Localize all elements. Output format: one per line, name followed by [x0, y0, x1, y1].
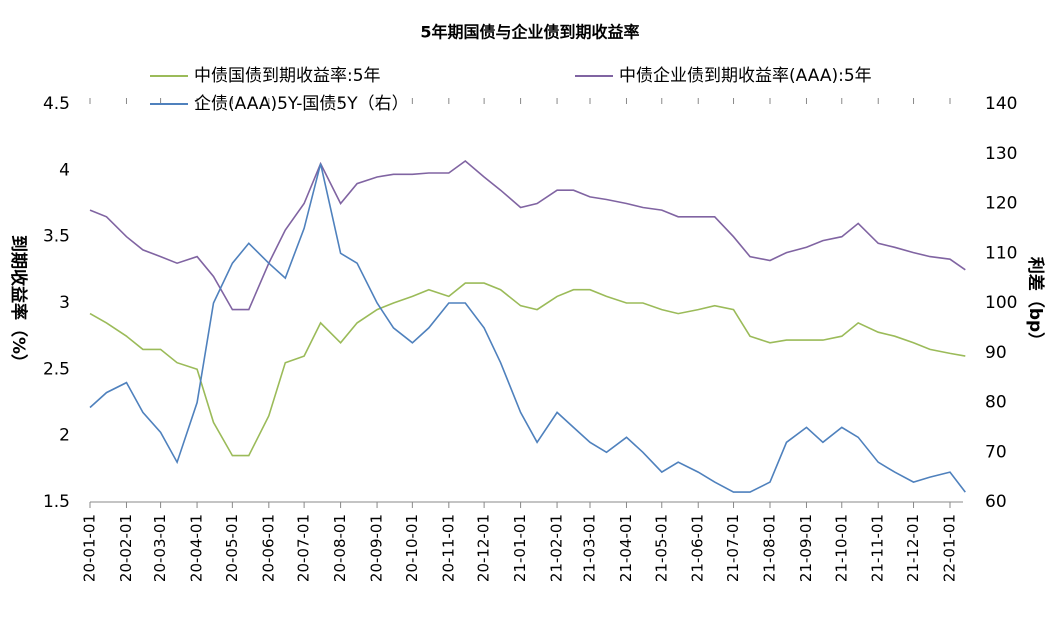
- y-tick-label: 2: [59, 426, 70, 446]
- x-tick-label: 21-04-01: [617, 514, 635, 582]
- x-tick-label: 20-11-01: [439, 514, 457, 582]
- x-tick-label: 20-01-01: [81, 514, 99, 582]
- x-tick-label: 20-04-01: [188, 514, 206, 582]
- y-axis-title: 到期收益率（%）: [8, 235, 29, 371]
- x-tick-label: 21-05-01: [652, 514, 670, 582]
- series-line: [89, 163, 966, 493]
- x-tick-label: 21-03-01: [581, 514, 599, 582]
- x-tick-label: 21-07-01: [724, 514, 742, 582]
- x-tick-label: 20-09-01: [368, 514, 386, 582]
- series-line: [89, 282, 966, 457]
- y-tick-label: 1.5: [43, 492, 70, 512]
- y-tick-label: 2.5: [43, 359, 70, 379]
- x-tick-label: 21-01-01: [511, 514, 529, 582]
- legend-label: 中债国债到期收益率:5年: [194, 66, 381, 86]
- x-tick-label: 21-06-01: [689, 514, 707, 582]
- x-tick-label: 20-05-01: [223, 514, 241, 582]
- x-tick-label: 20-07-01: [295, 514, 313, 582]
- y-tick-label: 4.5: [43, 94, 70, 114]
- x-tick-label: 21-09-01: [797, 514, 815, 582]
- x-tick-label: 20-02-01: [117, 514, 135, 582]
- x-tick-label: 20-03-01: [151, 514, 169, 582]
- x-tick-label: 20-06-01: [259, 514, 277, 582]
- y-tick-label: 3: [59, 293, 70, 313]
- y2-tick-label: 140: [985, 94, 1017, 114]
- x-tick-label: 20-08-01: [331, 514, 349, 582]
- series-line: [89, 159, 966, 311]
- y2-tick-label: 110: [985, 243, 1017, 263]
- x-tick-label: 21-10-01: [832, 514, 850, 582]
- y2-tick-label: 90: [985, 343, 1007, 363]
- x-tick-label: 20-12-01: [475, 514, 493, 582]
- y2-axis-title: 利差（bp）: [1025, 257, 1046, 349]
- y2-tick-label: 80: [985, 393, 1007, 413]
- y-tick-label: 4: [59, 160, 70, 180]
- y2-tick-label: 100: [985, 293, 1017, 313]
- x-tick-label: 21-02-01: [548, 514, 566, 582]
- legend-label: 中债企业债到期收益率(AAA):5年: [619, 66, 872, 86]
- y2-tick-label: 120: [985, 194, 1017, 214]
- x-tick-label: 22-01-01: [941, 514, 959, 582]
- y2-tick-label: 70: [985, 442, 1007, 462]
- legend-label: 企债(AAA)5Y-国债5Y（右）: [194, 94, 409, 114]
- y-tick-label: 3.5: [43, 227, 70, 247]
- x-tick-label: 21-11-01: [869, 514, 887, 582]
- y2-tick-label: 130: [985, 144, 1017, 164]
- x-tick-label: 21-08-01: [761, 514, 779, 582]
- x-tick-label: 21-12-01: [904, 514, 922, 582]
- x-tick-label: 20-10-01: [403, 514, 421, 582]
- y2-tick-label: 60: [985, 492, 1007, 512]
- chart-title: 5年期国债与企业债到期收益率: [420, 23, 639, 42]
